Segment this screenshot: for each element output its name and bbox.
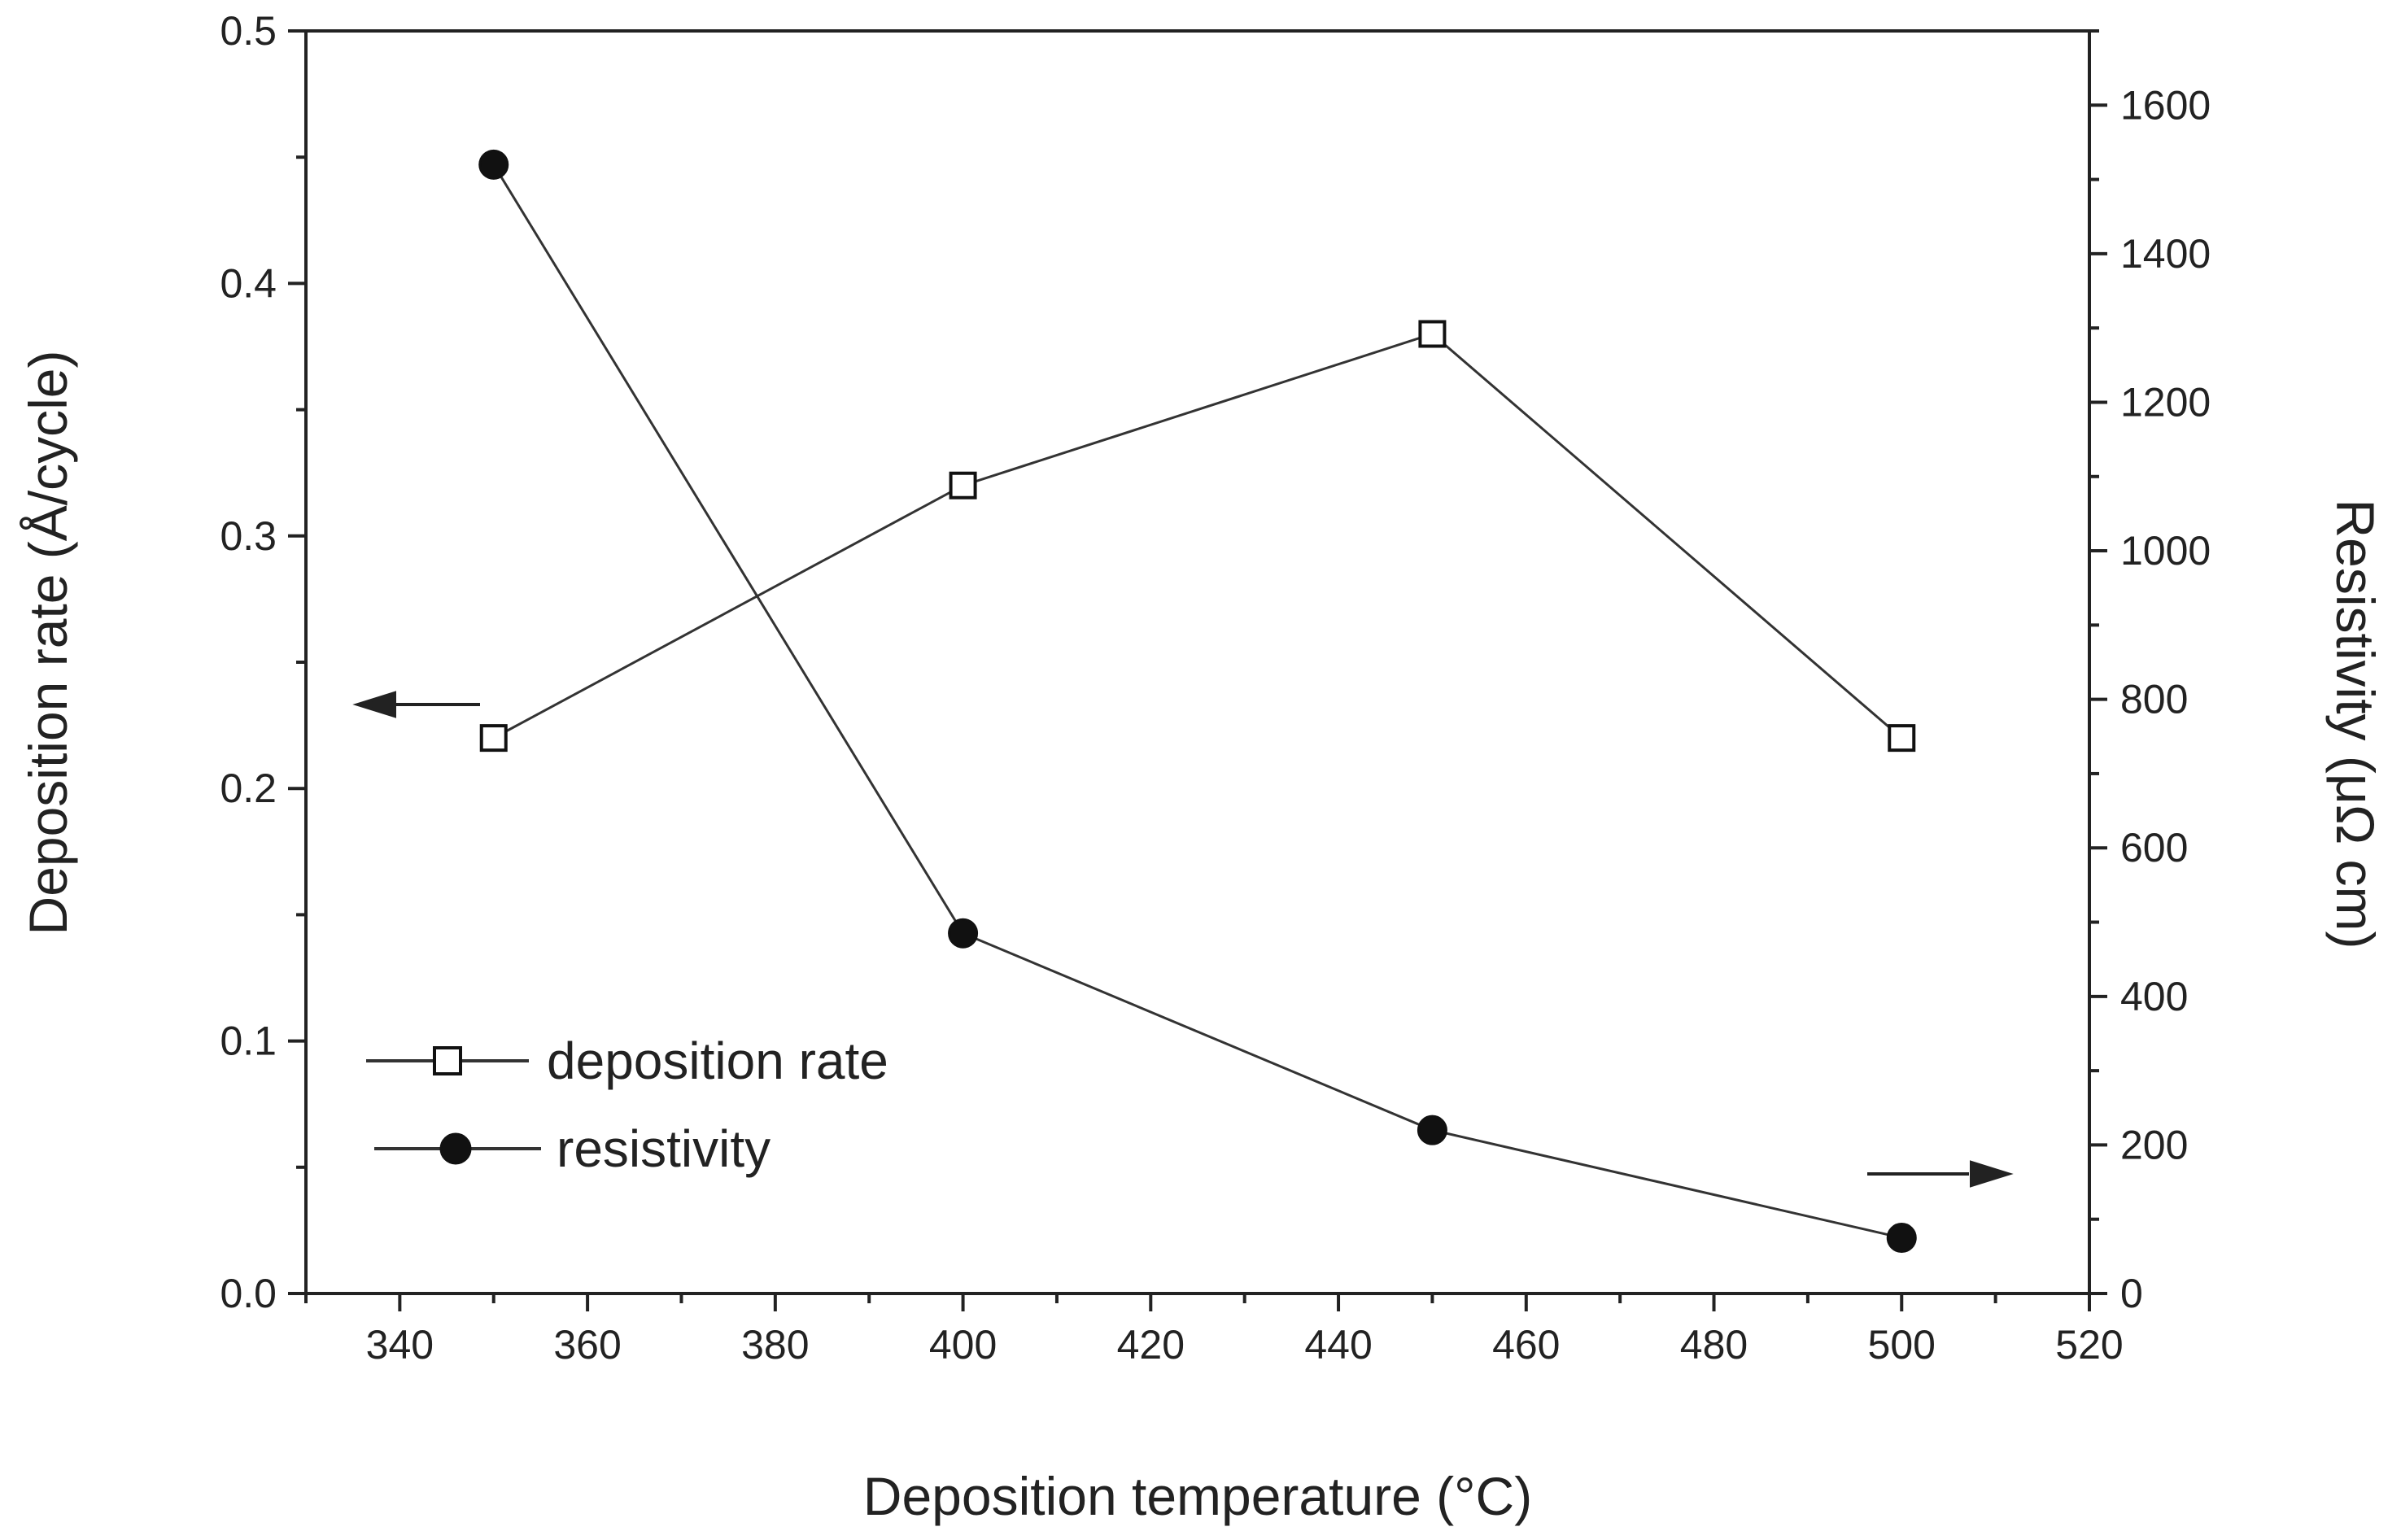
x-tick-label: 340 [366,1322,434,1368]
x-tick-label: 400 [929,1322,997,1368]
left-y-tick-label: 0.4 [220,260,277,306]
left-y-tick-label: 0.5 [220,8,277,54]
right-y-tick-label: 1400 [2120,231,2211,277]
x-tick-label: 380 [741,1322,809,1368]
legend-marker-open-square [433,1046,462,1075]
x-tick-label: 500 [1868,1322,1936,1368]
left-y-axis-ticks: 0.0 0.1 0.2 0.3 0.4 0.5 [220,8,306,1316]
legend: deposition rate resistivity [366,1032,888,1178]
series-line-deposition-rate [493,332,1903,739]
right-y-tick-label: 400 [2120,974,2188,1019]
right-y-axis-title: Resistivity (μΩ cm) [2325,499,2386,949]
plot-frame [304,29,2091,1295]
left-y-tick-label: 0.0 [220,1271,277,1316]
deposition-rate-point [479,724,508,753]
right-y-tick-label: 0 [2120,1271,2143,1316]
resistivity-point [478,149,509,180]
series-line-resistivity [492,164,1902,1239]
deposition-rate-point [1418,320,1447,348]
legend-marker-filled-circle [439,1132,472,1165]
resistivity-point [1417,1115,1447,1145]
left-y-axis-title: Deposition rate (Å/cycle) [18,351,78,936]
legend-label-resistivity: resistivity [557,1119,771,1178]
resistivity-point [1886,1223,1917,1254]
right-y-tick-label: 800 [2120,677,2188,722]
deposition-rate-point [949,471,977,500]
right-y-tick-label: 1600 [2120,82,2211,128]
left-y-tick-label: 0.3 [220,513,277,559]
right-y-tick-label: 1200 [2120,379,2211,425]
series-layer [478,149,1917,1254]
x-tick-label: 420 [1117,1322,1185,1368]
x-tick-label: 520 [2055,1322,2123,1368]
x-axis-ticks: 340 360 380 400 420 440 460 480 500 520 [304,1294,2124,1368]
x-tick-label: 360 [553,1322,621,1368]
deposition-rate-point [1888,724,1916,753]
x-tick-label: 480 [1680,1322,1748,1368]
right-axis-arrow [1867,1160,2014,1188]
resistivity-point [948,918,979,949]
right-y-tick-label: 1000 [2120,528,2211,574]
x-axis-title: Deposition temperature (°C) [863,1466,1532,1526]
x-tick-label: 440 [1304,1322,1372,1368]
right-y-axis-ticks: 0 200 400 600 800 1000 1200 1400 1600 [2089,29,2211,1316]
right-y-tick-label: 600 [2120,825,2188,870]
left-y-tick-label: 0.1 [220,1019,277,1064]
left-y-tick-label: 0.2 [220,766,277,811]
left-axis-arrow [352,691,480,718]
right-y-tick-label: 200 [2120,1122,2188,1167]
x-tick-label: 460 [1492,1322,1560,1368]
legend-label-deposition-rate: deposition rate [547,1032,888,1090]
